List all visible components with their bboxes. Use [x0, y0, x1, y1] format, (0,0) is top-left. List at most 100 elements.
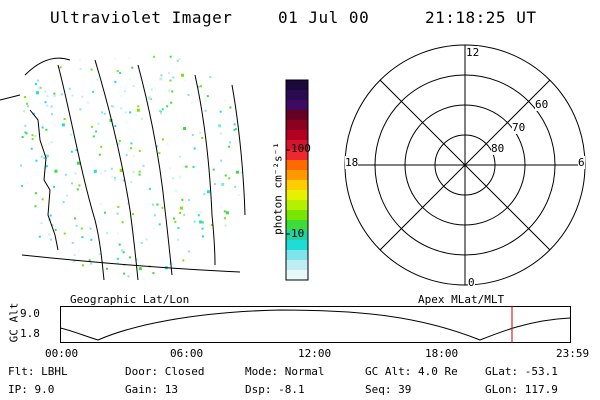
- speckle: [197, 214, 200, 217]
- speckle: [39, 86, 42, 89]
- speckle: [82, 264, 84, 267]
- speckle: [95, 130, 98, 133]
- speckle: [134, 148, 137, 151]
- speckle: [177, 227, 180, 230]
- uv-image-panel: [0, 55, 246, 281]
- speckle: [183, 213, 186, 216]
- polar-diagonal-2: [379, 79, 551, 251]
- speckle: [202, 221, 204, 224]
- door-info: Door: Closed: [125, 365, 205, 378]
- speckle: [31, 134, 34, 137]
- speckle: [224, 174, 227, 177]
- speckle: [79, 68, 82, 70]
- color-bar-swatch: [286, 90, 308, 101]
- speckle: [132, 213, 134, 216]
- speckle: [136, 108, 140, 112]
- speckle: [225, 211, 229, 215]
- speckle: [152, 147, 155, 150]
- speckle: [117, 232, 119, 235]
- speckle: [127, 275, 130, 278]
- speckle: [80, 227, 83, 230]
- time-tick-1800: 18:00: [425, 347, 459, 360]
- speckle: [135, 258, 138, 261]
- speckle: [61, 203, 64, 205]
- speckle: [179, 212, 182, 214]
- speckle: [192, 165, 195, 168]
- speckle: [155, 145, 158, 148]
- speckle: [168, 89, 171, 92]
- speckle: [212, 168, 215, 171]
- polar-plot: [344, 44, 586, 286]
- speckle: [172, 76, 175, 79]
- speckle: [188, 199, 191, 202]
- speckle: [91, 125, 94, 128]
- speckle: [138, 149, 141, 152]
- speckle: [31, 138, 34, 140]
- speckle: [201, 137, 204, 139]
- speckle: [171, 90, 174, 93]
- speckle: [178, 58, 181, 61]
- color-bar-swatch: [286, 240, 308, 251]
- time-tick-2359: 23:59: [556, 347, 590, 360]
- speckle: [160, 112, 162, 115]
- speckle: [138, 267, 142, 271]
- speckle: [54, 228, 57, 231]
- speckle: [81, 236, 84, 239]
- mlat-label-60: 60: [535, 98, 549, 111]
- alt-tick-1-8: 1.8: [20, 327, 40, 340]
- speckle: [46, 95, 49, 98]
- speckle: [34, 192, 37, 195]
- speckle: [68, 87, 71, 90]
- speckle: [229, 106, 232, 109]
- speckle: [203, 98, 207, 102]
- speckle: [24, 96, 27, 99]
- speckle: [119, 178, 123, 182]
- speckle: [98, 153, 101, 156]
- speckle: [122, 179, 125, 182]
- speckle: [172, 217, 175, 220]
- speckle: [138, 173, 141, 176]
- speckle: [60, 93, 63, 96]
- speckle: [70, 133, 73, 136]
- speckle: [113, 176, 116, 179]
- speckle: [112, 105, 115, 108]
- speckle: [158, 152, 161, 155]
- speckle: [183, 127, 187, 130]
- speckle: [78, 59, 81, 62]
- speckle: [78, 184, 81, 187]
- speckle: [34, 83, 37, 86]
- speckle: [195, 210, 198, 213]
- speckle: [150, 88, 153, 91]
- speckle: [135, 114, 138, 117]
- speckle: [53, 185, 55, 188]
- speckle: [62, 201, 65, 203]
- speckle: [79, 108, 82, 111]
- speckle: [119, 168, 123, 172]
- speckle: [35, 91, 39, 95]
- speckle: [224, 224, 227, 227]
- color-bar-swatch: [286, 130, 308, 141]
- color-bar-swatch: [286, 190, 308, 201]
- color-bar-swatch: [286, 210, 308, 221]
- speckle: [92, 135, 95, 138]
- speckle: [99, 203, 102, 206]
- color-bar-swatch: [286, 250, 308, 261]
- speckle: [21, 184, 24, 187]
- speckle: [45, 165, 48, 168]
- color-bar-swatch: [286, 110, 308, 121]
- speckle: [129, 256, 131, 259]
- speckle: [199, 131, 202, 134]
- speckle: [114, 125, 117, 127]
- speckle: [103, 112, 106, 115]
- speckle: [142, 277, 145, 280]
- speckle: [41, 126, 44, 129]
- speckle: [51, 121, 54, 124]
- speckle: [181, 73, 184, 77]
- time-tick-1200: 12:00: [298, 347, 332, 360]
- speckle: [161, 206, 164, 209]
- color-bar-swatch: [286, 260, 308, 271]
- speckle: [117, 142, 121, 146]
- speckle: [121, 221, 124, 224]
- color-bar-swatch: [286, 200, 308, 211]
- speckle: [58, 228, 61, 231]
